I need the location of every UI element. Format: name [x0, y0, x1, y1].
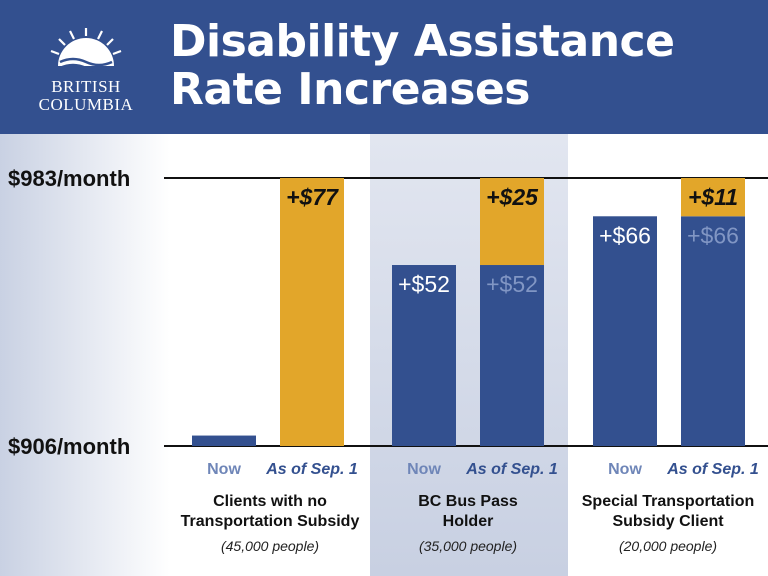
- now-bar-segment: [593, 216, 657, 446]
- bar-value-label: +$25: [486, 184, 539, 210]
- title-line1: Disability Assistance: [170, 16, 675, 67]
- x-tick-label: As of Sep. 1: [465, 461, 558, 478]
- group-name-line2: Transportation Subsidy: [180, 513, 360, 530]
- x-tick-label: As of Sep. 1: [265, 461, 358, 478]
- bar-value-label: +$52: [398, 271, 450, 297]
- increase-bar-segment: [280, 178, 344, 446]
- y-tick-label: $983/month: [8, 166, 130, 191]
- now-bar-segment: [392, 265, 456, 446]
- now-bar-segment: [681, 216, 745, 446]
- group-name-line1: Clients with no: [213, 493, 327, 510]
- sun-icon: [50, 28, 122, 73]
- group-name-line2: Subsidy Client: [612, 513, 724, 530]
- bar-value-label: +$11: [688, 184, 738, 210]
- header-banner: BRITISH COLUMBIA Disability Assistance R…: [0, 0, 768, 134]
- group-caption-2: BC Bus Pass Holder (35,000 people): [370, 492, 566, 554]
- group-count: (45,000 people): [220, 538, 320, 554]
- bar-value-label: +$66: [687, 222, 739, 248]
- x-tick-label: Now: [207, 461, 241, 478]
- group-name-line1: Special Transportation: [581, 493, 755, 510]
- bar-value-label: +$77: [286, 184, 339, 210]
- y-tick-label: $906/month: [8, 434, 130, 459]
- page-title: Disability Assistance Rate Increases: [170, 16, 675, 115]
- group-count: (20,000 people): [618, 538, 718, 554]
- group-caption-1: Clients with no Transportation Subsidy (…: [172, 492, 368, 554]
- title-line2: Rate Increases: [170, 64, 531, 115]
- x-tick-label: As of Sep. 1: [666, 461, 759, 478]
- logo-text-line2: COLUMBIA: [38, 95, 134, 114]
- bar-value-label: +$66: [599, 222, 651, 248]
- group-name-line2: Holder: [442, 513, 494, 530]
- group-caption-3: Special Transportation Subsidy Client (2…: [568, 492, 768, 554]
- group-name-line1: BC Bus Pass: [418, 493, 518, 510]
- x-tick-label: Now: [407, 461, 441, 478]
- axis-area-background: [0, 134, 170, 576]
- bc-logo: BRITISH COLUMBIA: [36, 26, 136, 116]
- increase-bar-segment: [681, 178, 745, 217]
- logo-text-line1: BRITISH: [51, 77, 121, 96]
- rate-increase-chart: $983/month $906/month Now +$77 As of Sep. 1 +…: [0, 134, 768, 576]
- group-count: (35,000 people): [418, 538, 518, 554]
- x-tick-label: Now: [608, 461, 642, 478]
- increase-bar-segment: [480, 178, 544, 266]
- bar-value-label: +$52: [486, 271, 538, 297]
- now-bar-segment: [480, 265, 544, 446]
- now-bar-segment: [192, 435, 256, 446]
